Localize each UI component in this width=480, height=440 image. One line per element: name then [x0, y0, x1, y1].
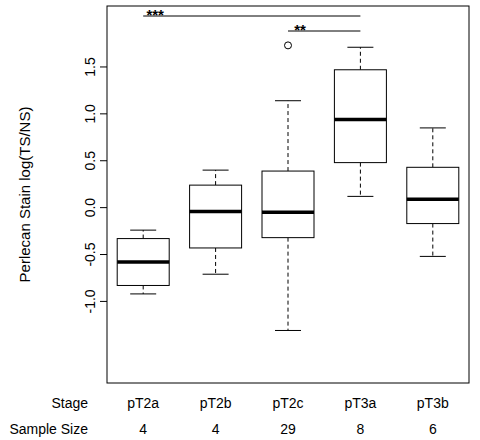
lower-cap [130, 293, 156, 294]
lower-cap [275, 330, 301, 331]
boxes [117, 42, 459, 331]
x-tick-label: pT3a [344, 395, 376, 411]
upper-cap [130, 230, 156, 231]
sample-size: 8 [357, 421, 365, 437]
box [190, 185, 242, 248]
chart-container: -1.0 -0.5 0.0 0.5 1.0 1.5 Perlecan Stain log(T… [0, 0, 480, 440]
median [190, 210, 242, 214]
y-tick-label: 1.0 [82, 104, 98, 124]
y-tick-label: -1.0 [82, 289, 98, 313]
chart: -1.0 -0.5 0.0 0.5 1.0 1.5 Perlecan Stain log(T… [0, 0, 480, 440]
lower-cap [203, 274, 229, 275]
upper-whisker [143, 230, 144, 238]
x-tick-label: pT2b [200, 395, 232, 411]
plot-frame [107, 6, 469, 383]
lower-cap [347, 196, 373, 197]
median [334, 118, 386, 122]
y-tick [100, 113, 107, 114]
sample-size-label: Sample Size [9, 421, 88, 437]
y-tick [100, 207, 107, 208]
box [407, 167, 459, 223]
upper-cap [275, 100, 301, 101]
y-tick-label: 0.0 [82, 198, 98, 218]
upper-cap [420, 127, 446, 128]
lower-whisker [288, 238, 289, 331]
sample-size: 4 [212, 421, 220, 437]
y-axis-label: Perlecan Stain log(TS/NS) [16, 107, 33, 283]
lower-whisker [360, 163, 361, 197]
box [334, 70, 386, 163]
upper-cap [347, 47, 373, 48]
sample-size: 4 [139, 421, 147, 437]
box [117, 239, 169, 286]
upper-whisker [288, 101, 289, 171]
outlier [285, 42, 292, 49]
lower-whisker [143, 285, 144, 293]
sample-size: 6 [429, 421, 437, 437]
y-tick-label: 1.5 [82, 57, 98, 77]
median [117, 260, 169, 264]
lower-whisker [432, 224, 433, 257]
upper-whisker [215, 170, 216, 185]
y-tick [100, 301, 107, 302]
upper-cap [203, 170, 229, 171]
significance-bar [143, 16, 360, 17]
significance-label: ** [294, 21, 306, 38]
x-tick-label: pT2c [272, 395, 303, 411]
sample-size: 29 [280, 421, 296, 437]
y-tick-label: 0.5 [82, 151, 98, 171]
median [262, 211, 314, 215]
lower-cap [420, 256, 446, 257]
median [407, 197, 459, 201]
y-tick [100, 254, 107, 255]
lower-whisker [215, 248, 216, 274]
x-tick-label: pT2a [127, 395, 159, 411]
upper-whisker [432, 128, 433, 167]
upper-whisker [360, 47, 361, 70]
x-tick-label: pT3b [417, 395, 449, 411]
significance-label: *** [146, 6, 164, 23]
x-axis-label: Stage [51, 395, 88, 411]
box [262, 171, 314, 238]
y-tick [100, 160, 107, 161]
y-tick-label: -0.5 [82, 242, 98, 266]
y-tick [100, 66, 107, 67]
